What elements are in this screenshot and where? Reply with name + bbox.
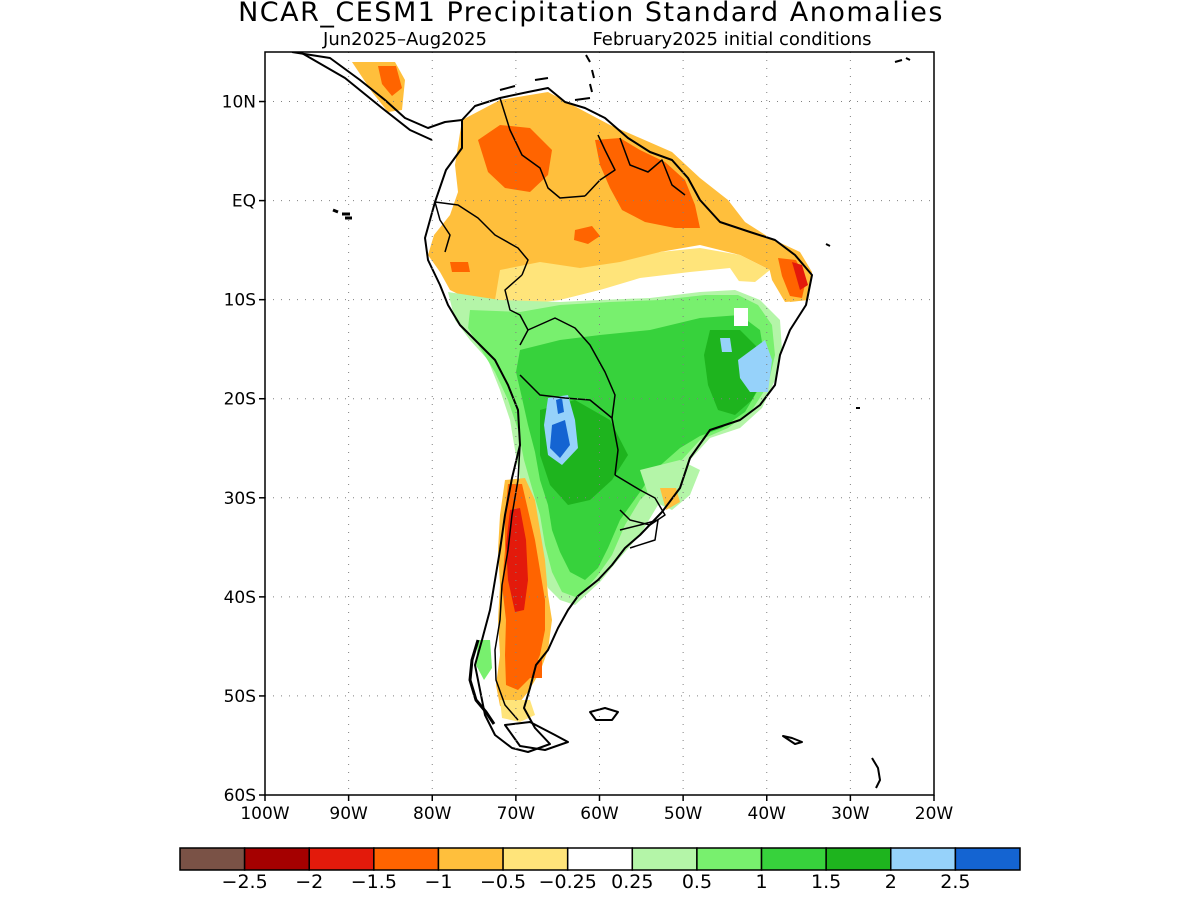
south-georgia bbox=[782, 735, 803, 745]
colorbar-swatch bbox=[373, 847, 440, 871]
chile-archipelago bbox=[468, 639, 496, 725]
lon-tick-label: 100W bbox=[240, 804, 289, 824]
border-uruguay bbox=[619, 519, 659, 549]
wet-very-brazil-spot bbox=[720, 338, 732, 352]
lat-ticks: 10N EQ 10S 20S 30S 40S 50S 60S bbox=[222, 93, 265, 806]
lat-tick-label: 60S bbox=[224, 786, 256, 806]
galapagos bbox=[332, 208, 352, 220]
colorbar-label: 2.5 bbox=[940, 871, 970, 893]
colorbar-label: −0.25 bbox=[539, 871, 597, 893]
colorbar-swatch bbox=[566, 847, 634, 871]
colorbar-label: 0.5 bbox=[682, 871, 712, 893]
falkland-islands bbox=[589, 707, 619, 721]
colorbar-swatch bbox=[825, 847, 892, 871]
lon-ticks: 100W 90W 80W 70W 60W 50W 40W 30W 20W bbox=[240, 795, 953, 824]
wet-moderate-central bbox=[516, 315, 765, 580]
colorbar-label: −1.5 bbox=[351, 871, 397, 893]
tierra-del-fuego bbox=[504, 721, 569, 751]
colorbar-label: −2 bbox=[295, 871, 323, 893]
lat-tick-label: 40S bbox=[224, 588, 256, 608]
colorbar-label: 1 bbox=[755, 871, 767, 893]
colorbar-swatch bbox=[437, 847, 504, 871]
dry-moderate-colombia bbox=[478, 125, 552, 192]
border-peru-brazil bbox=[504, 274, 529, 346]
coastlines-borders bbox=[291, 52, 911, 789]
border-colombia-peru bbox=[434, 201, 529, 276]
lat-tick-label: EQ bbox=[232, 192, 256, 212]
border-bolivia-brazil bbox=[527, 317, 616, 419]
colorbar-swatch bbox=[308, 847, 375, 871]
colorbar-swatch bbox=[243, 847, 310, 871]
lat-tick-label: 50S bbox=[224, 687, 256, 707]
border-venezuela-brazil bbox=[584, 134, 616, 197]
wet-extreme-chaco-north bbox=[556, 398, 564, 414]
lat-tick-label: 10N bbox=[222, 93, 256, 113]
colorbar-swatch bbox=[954, 847, 1021, 871]
figure-subtitle-init: February2025 initial conditions bbox=[592, 29, 871, 50]
lat-tick-label: 30S bbox=[224, 489, 256, 509]
lon-tick-label: 60W bbox=[580, 804, 619, 824]
map-plot-area bbox=[265, 52, 934, 795]
dry-moderate-spot-amazon bbox=[574, 226, 600, 244]
south-sandwich bbox=[871, 757, 881, 789]
wet-extreme-chaco bbox=[550, 420, 570, 458]
dry-strong-andes bbox=[506, 508, 528, 612]
lon-tick-label: 80W bbox=[413, 804, 452, 824]
wet-very-brazil bbox=[738, 340, 772, 392]
caribbean-islands bbox=[499, 77, 591, 101]
lon-tick-label: 70W bbox=[497, 804, 536, 824]
border-guianas bbox=[619, 137, 686, 196]
neutral-spot-brazil bbox=[734, 308, 748, 326]
south-america-coastline bbox=[424, 87, 813, 753]
border-bolivia-paraguay bbox=[519, 374, 619, 476]
dry-slight-north-fringe bbox=[495, 248, 770, 305]
figure-subtitle-period: Jun2025–Aug2025 bbox=[322, 29, 487, 50]
colorbar-swatch bbox=[631, 847, 698, 871]
colorbar-swatch bbox=[760, 847, 827, 871]
colorbar-swatch bbox=[179, 847, 246, 871]
central-america-pacific bbox=[299, 52, 433, 141]
lon-tick-label: 50W bbox=[664, 804, 703, 824]
lon-tick-label: 30W bbox=[831, 804, 870, 824]
colorbar: −2.5 −2 −1.5 −1 −0.5 −0.25 0.25 0.5 1 1.5 2 2.5 bbox=[179, 847, 1021, 893]
dry-moderate-central-america bbox=[378, 66, 402, 96]
fernando-noronha bbox=[825, 243, 831, 247]
lat-tick-label: 20S bbox=[224, 390, 256, 410]
colorbar-swatch bbox=[890, 847, 957, 871]
lesser-antilles bbox=[585, 54, 595, 93]
border-argentina-chile bbox=[494, 444, 521, 721]
central-america-coastline bbox=[291, 52, 463, 129]
colorbar-label: 2 bbox=[885, 871, 897, 893]
lon-tick-label: 90W bbox=[329, 804, 368, 824]
lon-tick-label: 20W bbox=[915, 804, 954, 824]
lat-tick-label: 10S bbox=[224, 291, 256, 311]
colorbar-label: −0.5 bbox=[480, 871, 526, 893]
dry-moderate-guianas bbox=[595, 138, 700, 228]
border-colombia-venezuela bbox=[499, 97, 586, 199]
dry-strong-ne-brazil bbox=[792, 262, 808, 290]
dry-slight-patagonia bbox=[500, 700, 535, 722]
figure-title: NCAR_CESM1 Precipitation Standard Anomal… bbox=[238, 0, 944, 28]
colorbar-label: 0.25 bbox=[611, 871, 653, 893]
colorbar-label: −2.5 bbox=[222, 871, 268, 893]
anomaly-fields bbox=[352, 62, 812, 722]
dry-moderate-spot-peru bbox=[450, 262, 470, 272]
colorbar-label: 1.5 bbox=[811, 871, 841, 893]
cape-verde bbox=[894, 57, 911, 63]
wet-strong-brazil bbox=[704, 330, 762, 415]
colorbar-swatch bbox=[502, 847, 569, 871]
lon-tick-label: 40W bbox=[748, 804, 787, 824]
colorbar-label: −1 bbox=[424, 871, 452, 893]
colorbar-swatch bbox=[696, 847, 763, 871]
border-ecuador bbox=[434, 201, 451, 253]
border-argentina-brazil bbox=[614, 474, 666, 526]
